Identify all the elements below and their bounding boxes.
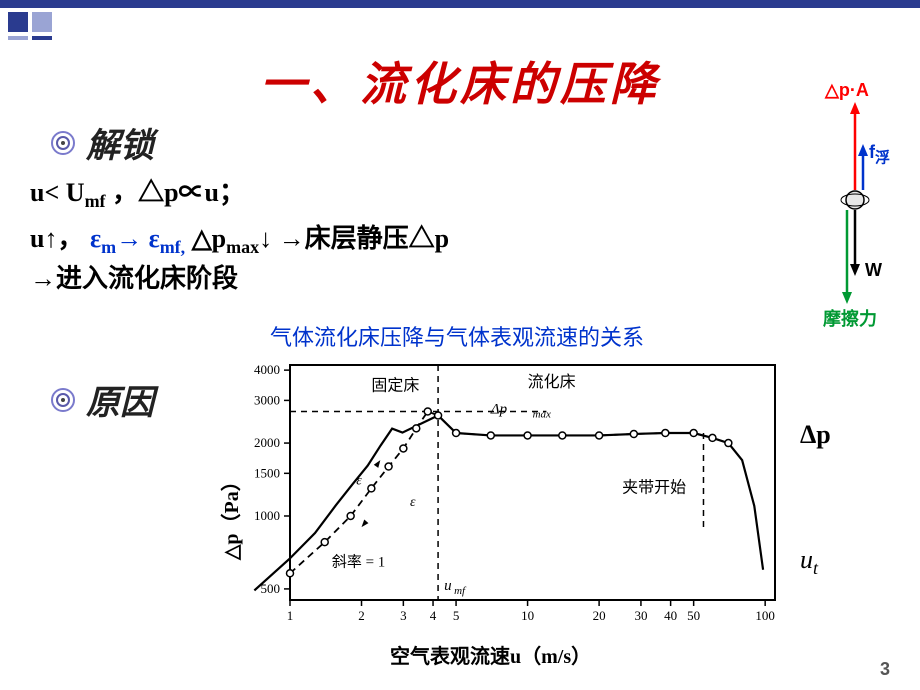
chart-svg: 1234510203040501005001000150020003000400… [235,350,795,640]
bullet-unlock-label: 解锁 [86,118,154,167]
chart-caption: 气体流化床压降与气体表观流速的关系 [270,320,644,352]
svg-text:max: max [533,408,551,420]
svg-text:1500: 1500 [254,465,280,480]
label-fbuoy: f浮 [869,142,890,168]
svg-text:ε: ε [410,495,416,510]
label-friction: 摩擦力 [823,305,877,331]
svg-text:4000: 4000 [254,362,280,377]
svg-text:3: 3 [400,608,407,623]
label-W: W [865,260,882,281]
top-decoration [0,0,920,40]
chart-side-ut: ut [800,545,818,579]
svg-text:mf: mf [454,585,467,597]
svg-text:1: 1 [287,608,294,623]
svg-text:Δp: Δp [490,401,508,417]
svg-text:固定床: 固定床 [371,376,419,394]
svg-text:30: 30 [634,608,647,623]
svg-text:4: 4 [430,608,437,623]
svg-text:5: 5 [453,608,460,623]
svg-text:夹带开始: 夹带开始 [622,479,686,497]
chart: 1234510203040501005001000150020003000400… [235,350,795,645]
svg-text:40: 40 [664,608,677,623]
spiral-icon [50,130,76,156]
bullet-unlock: 解锁 [50,118,154,167]
svg-text:2000: 2000 [254,435,280,450]
svg-text:2: 2 [358,608,365,623]
spiral-icon [50,387,76,413]
chart-side-dp: Δp [800,420,831,450]
svg-text:3000: 3000 [254,392,280,407]
bullet-reason-label: 原因 [86,375,154,424]
page-number: 3 [880,659,890,680]
slide-title: 一、流化床的压降 [0,48,920,114]
bullet-reason: 原因 [50,375,154,424]
svg-text:u: u [444,578,452,594]
svg-text:20: 20 [593,608,606,623]
svg-text:流化床: 流化床 [528,373,576,391]
text-line-2: u↑， εm→ εmf, △pmax↓ →床层静压△p [30,218,449,258]
svg-text:50: 50 [687,608,700,623]
svg-text:1000: 1000 [254,508,280,523]
svg-text:10: 10 [521,608,534,623]
text-line-3: →进入流化床阶段 [30,258,238,295]
svg-text:ε: ε [356,473,362,488]
svg-text:斜率 = 1: 斜率 = 1 [332,553,385,570]
force-diagram: △p·A f浮 W 摩擦力 [805,80,905,340]
svg-text:100: 100 [755,608,775,623]
text-line-1: u< Umf ，△p∝u； [30,172,245,212]
